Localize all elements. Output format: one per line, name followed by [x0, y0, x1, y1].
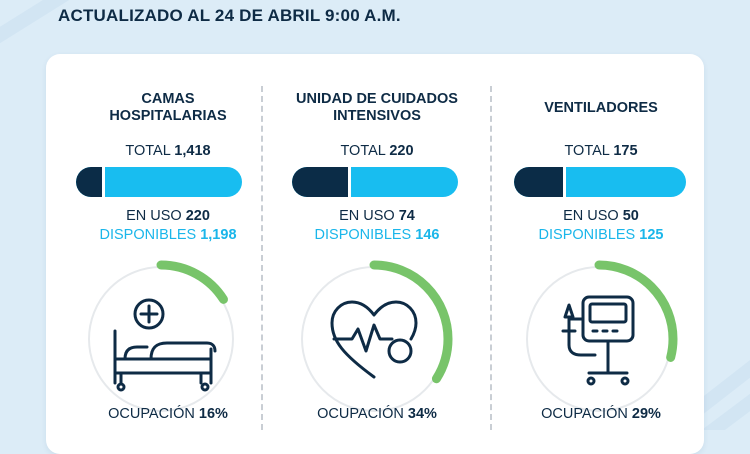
heart-pulse-icon [330, 300, 418, 379]
stats-card [46, 54, 704, 454]
column-divider [490, 86, 492, 430]
capacity-bar [514, 167, 686, 197]
hospital-bed-icon [113, 298, 217, 392]
total-line: TOTAL 175 [564, 143, 638, 159]
capacity-bar [76, 167, 242, 197]
capacity-bar-used [76, 167, 105, 197]
gauge-arc [295, 260, 453, 418]
capacity-bar [292, 167, 458, 197]
column-title: VENTILADORES [544, 99, 658, 116]
occupancy-gauge [295, 260, 453, 418]
occupancy-gauge [520, 260, 678, 418]
capacity-bar-used [514, 167, 566, 197]
capacity-bar-used [292, 167, 351, 197]
occupancy-line: OCUPACIÓN 34% [317, 406, 437, 422]
occupancy-line: OCUPACIÓN 16% [108, 406, 228, 422]
gauge-arc [82, 260, 240, 418]
column-title: UNIDAD DE CUIDADOS INTENSIVOS [296, 91, 458, 124]
in-use-line: EN USO 74 [339, 208, 415, 224]
total-line: TOTAL 220 [340, 143, 414, 159]
column-title: CAMAS HOSPITALARIAS [109, 91, 227, 124]
gauge-arc [520, 260, 678, 418]
ventilator-icon [561, 295, 635, 386]
in-use-line: EN USO 220 [126, 208, 210, 224]
update-timestamp-header: ACTUALIZADO AL 24 DE ABRIL 9:00 A.M. [58, 6, 401, 25]
available-line: DISPONIBLES 125 [538, 227, 664, 243]
column-divider [261, 86, 263, 430]
available-line: DISPONIBLES 146 [314, 227, 440, 243]
total-line: TOTAL 1,418 [125, 143, 211, 159]
occupancy-line: OCUPACIÓN 29% [541, 406, 661, 422]
in-use-line: EN USO 50 [563, 208, 639, 224]
occupancy-gauge [82, 260, 240, 418]
available-line: DISPONIBLES 1,198 [99, 227, 237, 243]
